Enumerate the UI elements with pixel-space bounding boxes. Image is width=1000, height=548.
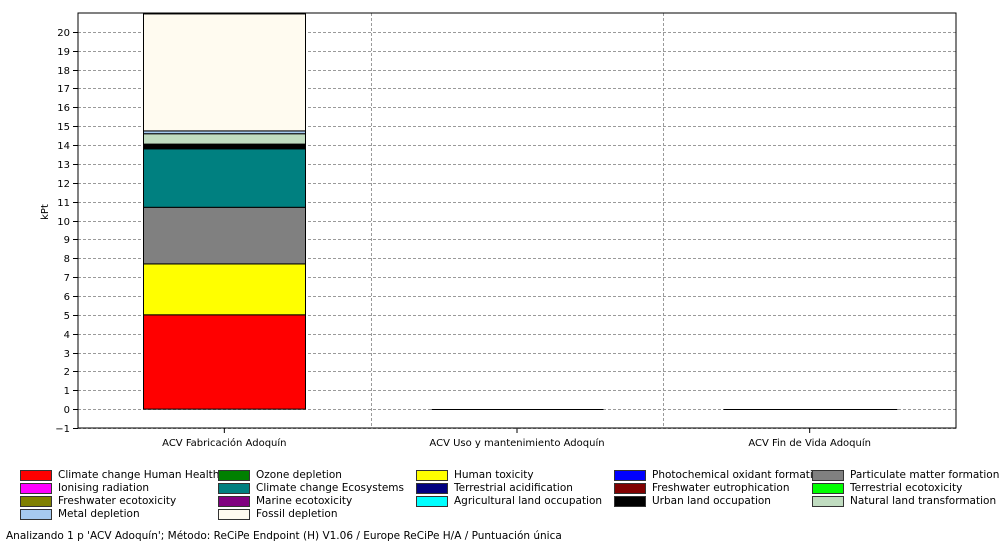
y-tick-label: 12: [57, 179, 70, 190]
legend-label: Terrestrial ecotoxicity: [850, 482, 963, 494]
y-tick-label: 20: [57, 28, 70, 39]
legend-swatch: [812, 470, 844, 481]
legend-swatch: [812, 483, 844, 494]
legend-swatch: [416, 496, 448, 507]
y-tick-label: 4: [64, 330, 70, 341]
bar-segment: [143, 206, 306, 265]
x-tick-label: ACV Uso y mantenimiento Adoquín: [429, 437, 604, 449]
bar-segment: [143, 314, 306, 410]
x-tick-label: ACV Fin de Vida Adoquín: [748, 437, 871, 449]
bar-segment: [143, 13, 306, 132]
legend-swatch: [20, 509, 52, 520]
bar-segment: [143, 133, 306, 145]
legend-label: Freshwater eutrophication: [652, 482, 790, 494]
legend-swatch: [614, 496, 646, 507]
legend-swatch: [218, 496, 250, 507]
bars: [143, 13, 898, 410]
y-tick-label: 13: [57, 160, 70, 171]
y-tick-label: 18: [57, 66, 70, 77]
legend-label: Climate change Ecosystems: [256, 482, 404, 494]
legend-label: Ozone depletion: [256, 469, 342, 481]
legend-label: Marine ecotoxicity: [256, 495, 353, 507]
legend-label: Climate change Human Health: [58, 469, 220, 481]
y-tick-label: 19: [57, 47, 70, 58]
y-tick-label: 15: [57, 122, 70, 133]
status-bar-text: Analizando 1 p 'ACV Adoquín'; Método: Re…: [6, 530, 562, 542]
legend-swatch: [812, 496, 844, 507]
legend-label: Natural land transformation: [850, 495, 997, 507]
y-tick-label: 9: [64, 235, 70, 246]
legend-swatch: [20, 483, 52, 494]
legend-swatch: [20, 496, 52, 507]
bar-segment: [143, 263, 306, 316]
bar-segment: [143, 148, 306, 208]
legend-swatch: [614, 483, 646, 494]
y-tick-label: −1: [55, 424, 70, 435]
y-tick-label: 11: [57, 198, 70, 209]
legend-label: Freshwater ecotoxicity: [58, 495, 177, 507]
y-tick-label: 0: [64, 405, 70, 416]
legend-swatch: [416, 470, 448, 481]
bar-segment: [143, 143, 306, 150]
x-tick-label: ACV Fabricación Adoquín: [162, 437, 286, 449]
legend-swatch: [614, 470, 646, 481]
y-tick-label: 1: [64, 386, 70, 397]
legend-swatch: [218, 470, 250, 481]
y-tick-label: 3: [64, 349, 70, 360]
legend-label: Agricultural land occupation: [454, 495, 603, 507]
legend-swatch: [20, 470, 52, 481]
legend-label: Metal depletion: [58, 508, 140, 520]
y-tick-label: 2: [64, 367, 70, 378]
legend-label: Terrestrial acidification: [454, 482, 573, 494]
legend-label: Photochemical oxidant formation: [652, 469, 826, 481]
legend-swatch: [416, 483, 448, 494]
legend-label: Human toxicity: [454, 469, 534, 481]
y-tick-label: 5: [64, 311, 70, 322]
legend-label: Particulate matter formation: [850, 469, 1000, 481]
y-tick-label: 16: [57, 103, 70, 114]
y-tick-label: 14: [57, 141, 70, 152]
legend-label: Urban land occupation: [652, 495, 771, 507]
legend-swatch: [218, 483, 250, 494]
legend-label: Ionising radiation: [58, 482, 150, 494]
legend-swatch: [218, 509, 250, 520]
y-axis-label: kPt: [40, 204, 51, 220]
y-tick-label: 7: [64, 273, 70, 284]
y-tick-label: 8: [64, 254, 70, 265]
legend-label: Fossil depletion: [256, 508, 338, 520]
y-tick-label: 10: [57, 217, 70, 228]
y-tick-label: 6: [64, 292, 70, 303]
y-tick-label: 17: [57, 84, 70, 95]
